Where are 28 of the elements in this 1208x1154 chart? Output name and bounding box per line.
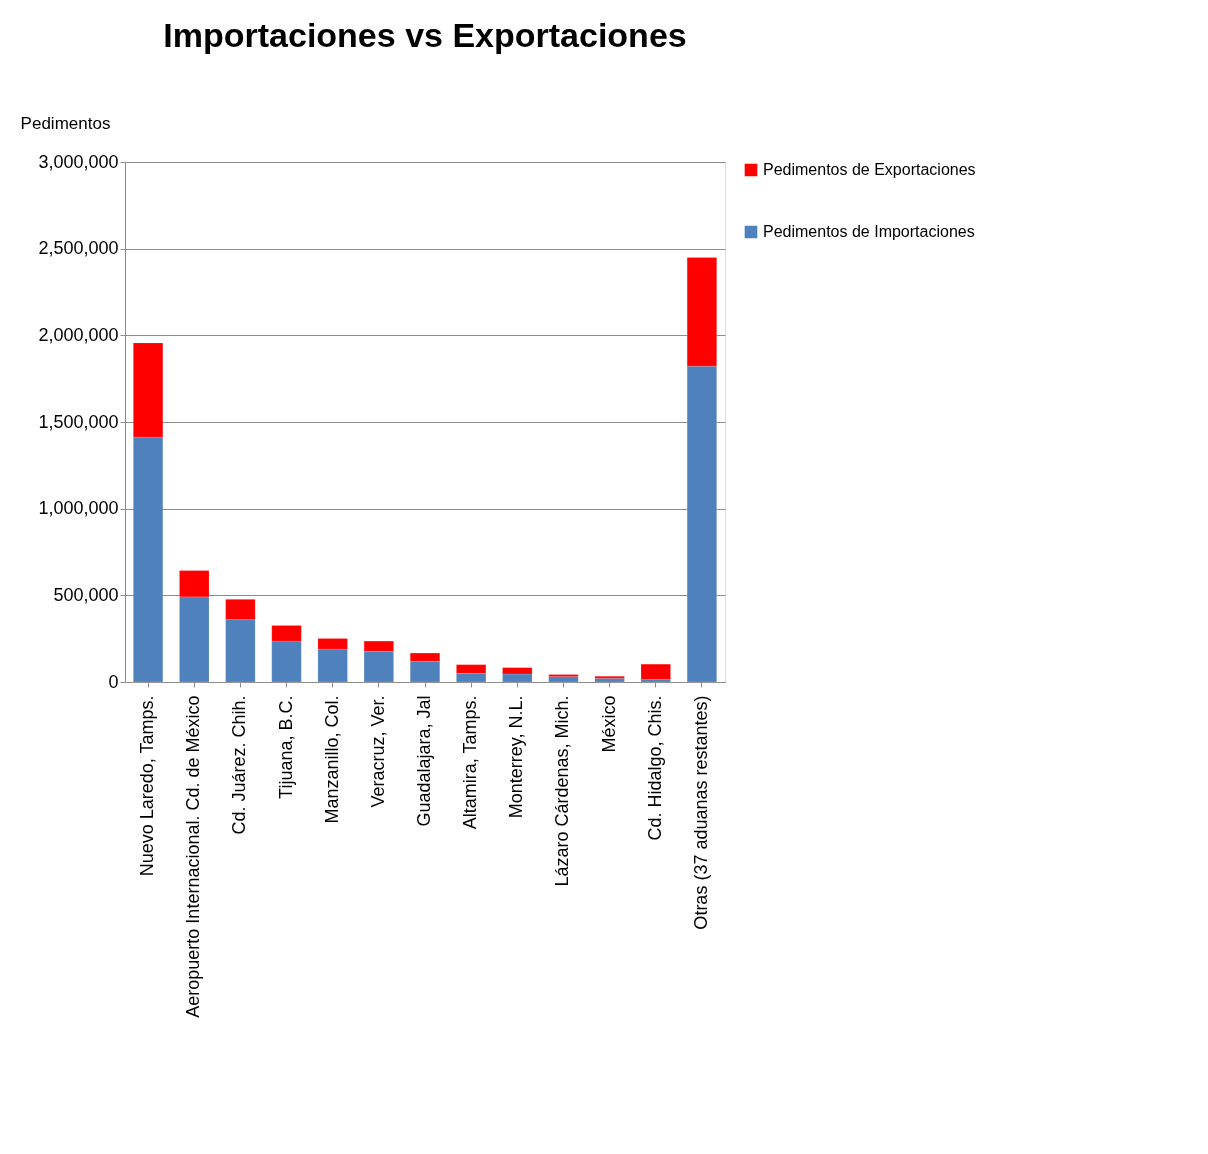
legend-label: Pedimentos de Importaciones xyxy=(763,223,975,240)
y-tick-label: 3,000,000 xyxy=(38,151,119,172)
chart-title: Importaciones vs Exportaciones xyxy=(163,16,687,54)
bar xyxy=(594,676,625,679)
bar xyxy=(548,676,579,683)
x-tick-label: Monterrey, N.L. xyxy=(506,695,527,819)
y-tick-label: 500,000 xyxy=(53,584,119,605)
bar xyxy=(594,678,625,683)
x-tick-label: Otras (37 aduanas restantes) xyxy=(690,695,711,930)
x-tick-label: Tijuana, B.C. xyxy=(275,695,296,799)
x-tick-label: Guadalajara, Jal xyxy=(414,695,434,827)
bar xyxy=(640,663,671,680)
x-tick-label: Altamira, Tamps. xyxy=(460,695,481,830)
y-tick-label: 1,500,000 xyxy=(38,411,119,432)
x-tick-label: Nuevo Laredo, Tamps. xyxy=(137,695,158,877)
x-tick-label: México xyxy=(598,695,619,753)
x-tick-label: Cd. Juárez. Chih. xyxy=(229,695,250,835)
y-tick-label: 2,000,000 xyxy=(38,324,119,345)
y-tick-label: 2,500,000 xyxy=(38,238,119,259)
legend-label: Pedimentos de Exportaciones xyxy=(763,161,976,178)
x-tick-label: Cd. Hidalgo, Chis. xyxy=(644,695,665,841)
x-tick-label: Veracruz, Ver. xyxy=(367,695,388,808)
y-axis-title: Pedimentos xyxy=(20,113,111,133)
x-tick-label: Aeropuerto Internacional. Cd. de México xyxy=(183,695,204,1018)
x-tick-label: Lázaro Cárdenas, Mich. xyxy=(552,695,573,887)
x-tick-label: Manzanillo, Col. xyxy=(321,695,342,824)
y-tick-label: 1,000,000 xyxy=(38,498,119,519)
y-tick-label: 0 xyxy=(108,671,119,692)
